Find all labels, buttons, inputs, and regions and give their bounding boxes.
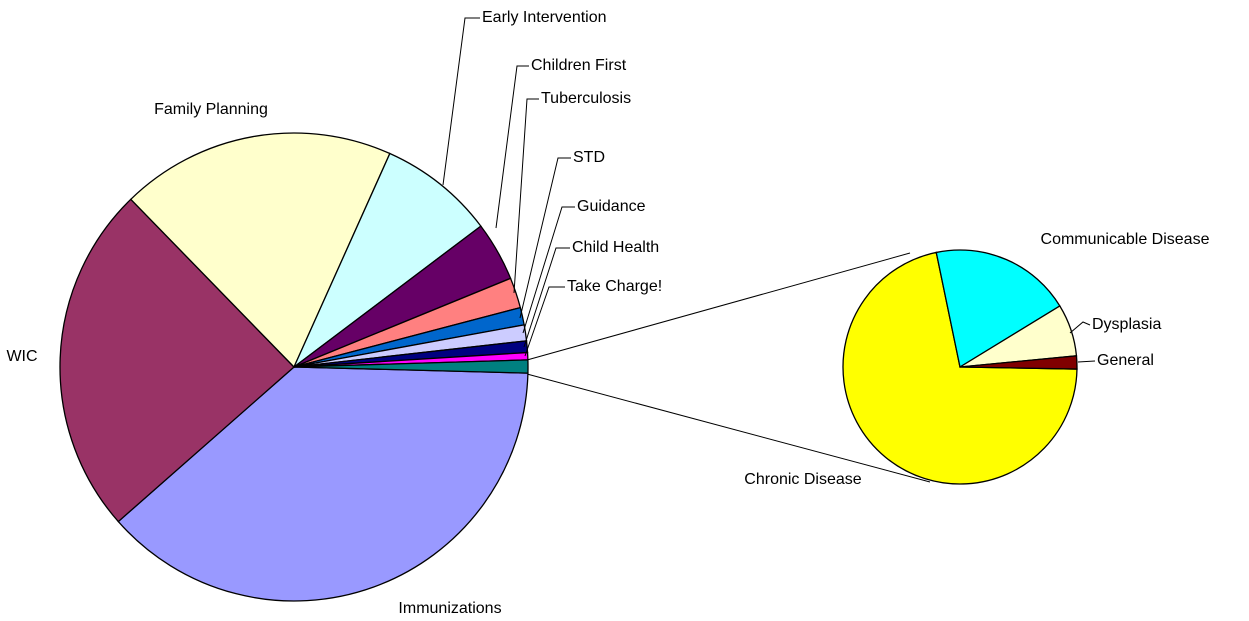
slice-label: Immunizations (398, 600, 501, 617)
leader-line (442, 17, 480, 186)
pie-slice (59, 198, 295, 523)
pie-slice (117, 366, 529, 602)
slice-label: Communicable Disease (1041, 231, 1210, 248)
connector-line (526, 252, 911, 361)
leader-line (1077, 360, 1096, 363)
slice-label: Guidance (577, 198, 646, 215)
leader-line (513, 98, 539, 294)
pie-slice (935, 249, 1061, 369)
pie-slice (129, 132, 391, 369)
pie-slice (959, 355, 1078, 370)
slice-label: Dysplasia (1092, 316, 1161, 333)
leader-line (1069, 321, 1091, 334)
slice-label: Early Intervention (482, 9, 607, 26)
leader-line (523, 247, 570, 348)
slice-label: Tuberculosis (541, 90, 631, 107)
slice-label: Family Planning (154, 101, 268, 118)
slice-label: STD (573, 149, 605, 166)
slice-label: Children First (531, 57, 627, 74)
slice-label: General (1097, 352, 1154, 369)
leader-line (519, 157, 571, 319)
slice-label: Take Charge! (567, 278, 662, 295)
leader-line (522, 206, 575, 334)
connector-line (526, 373, 931, 483)
pie-slice (842, 251, 1078, 485)
leader-line (495, 65, 529, 229)
slice-label: WIC (6, 348, 37, 365)
slice-label: Child Health (572, 239, 659, 256)
pie-slice (293, 359, 529, 374)
pie-slice (293, 152, 482, 368)
leader-line (524, 286, 565, 357)
slice-label: Chronic Disease (744, 471, 861, 488)
